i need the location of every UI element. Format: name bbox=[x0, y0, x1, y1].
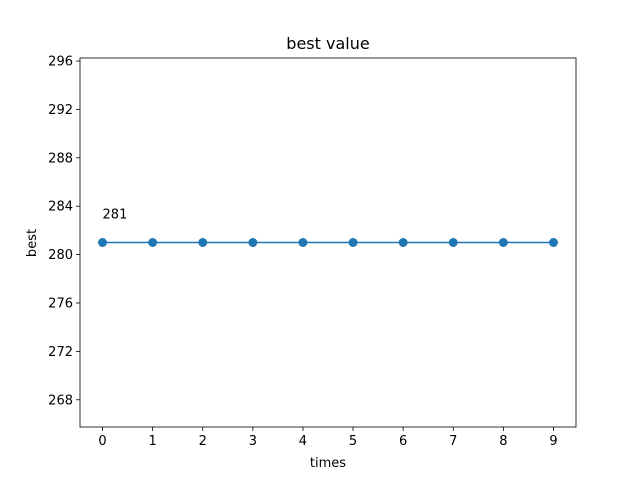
data-point bbox=[448, 238, 458, 247]
data-point bbox=[248, 238, 258, 247]
x-tick-label: 4 bbox=[299, 434, 307, 449]
x-tick-label: 9 bbox=[549, 434, 557, 449]
y-tick-label: 288 bbox=[48, 151, 73, 166]
x-axis-label: times bbox=[310, 456, 346, 471]
data-point bbox=[548, 238, 558, 247]
y-tick-label: 268 bbox=[48, 393, 73, 408]
plot-area: 0 1 2 3 4 5 6 7 8 9 268 272 276 280 284 288 292 296 281 bbox=[48, 55, 577, 449]
y-tick-label: 280 bbox=[48, 248, 73, 263]
data-point bbox=[98, 238, 108, 247]
x-tick-label: 5 bbox=[349, 434, 357, 449]
x-tick-label: 3 bbox=[249, 434, 257, 449]
chart-title: best value bbox=[286, 34, 369, 53]
y-tick-label: 276 bbox=[48, 296, 73, 311]
x-tick-label: 8 bbox=[499, 434, 507, 449]
y-tick-label: 272 bbox=[48, 345, 73, 360]
x-tick-label: 2 bbox=[199, 434, 207, 449]
data-point bbox=[198, 238, 208, 247]
data-point bbox=[398, 238, 408, 247]
data-point bbox=[148, 238, 158, 247]
x-tick-label: 1 bbox=[149, 434, 157, 449]
axes-frame bbox=[79, 57, 577, 428]
y-tick-label: 284 bbox=[48, 200, 73, 215]
y-tick-label: 296 bbox=[48, 55, 73, 70]
x-tick-label: 7 bbox=[449, 434, 457, 449]
data-label: 281 bbox=[103, 208, 128, 223]
x-tick-label: 0 bbox=[98, 434, 106, 449]
y-axis-label: best bbox=[25, 229, 40, 257]
data-point bbox=[298, 238, 308, 247]
x-tick-label: 6 bbox=[399, 434, 407, 449]
y-tick-label: 292 bbox=[48, 103, 73, 118]
data-point bbox=[348, 238, 358, 247]
data-point bbox=[498, 238, 508, 247]
